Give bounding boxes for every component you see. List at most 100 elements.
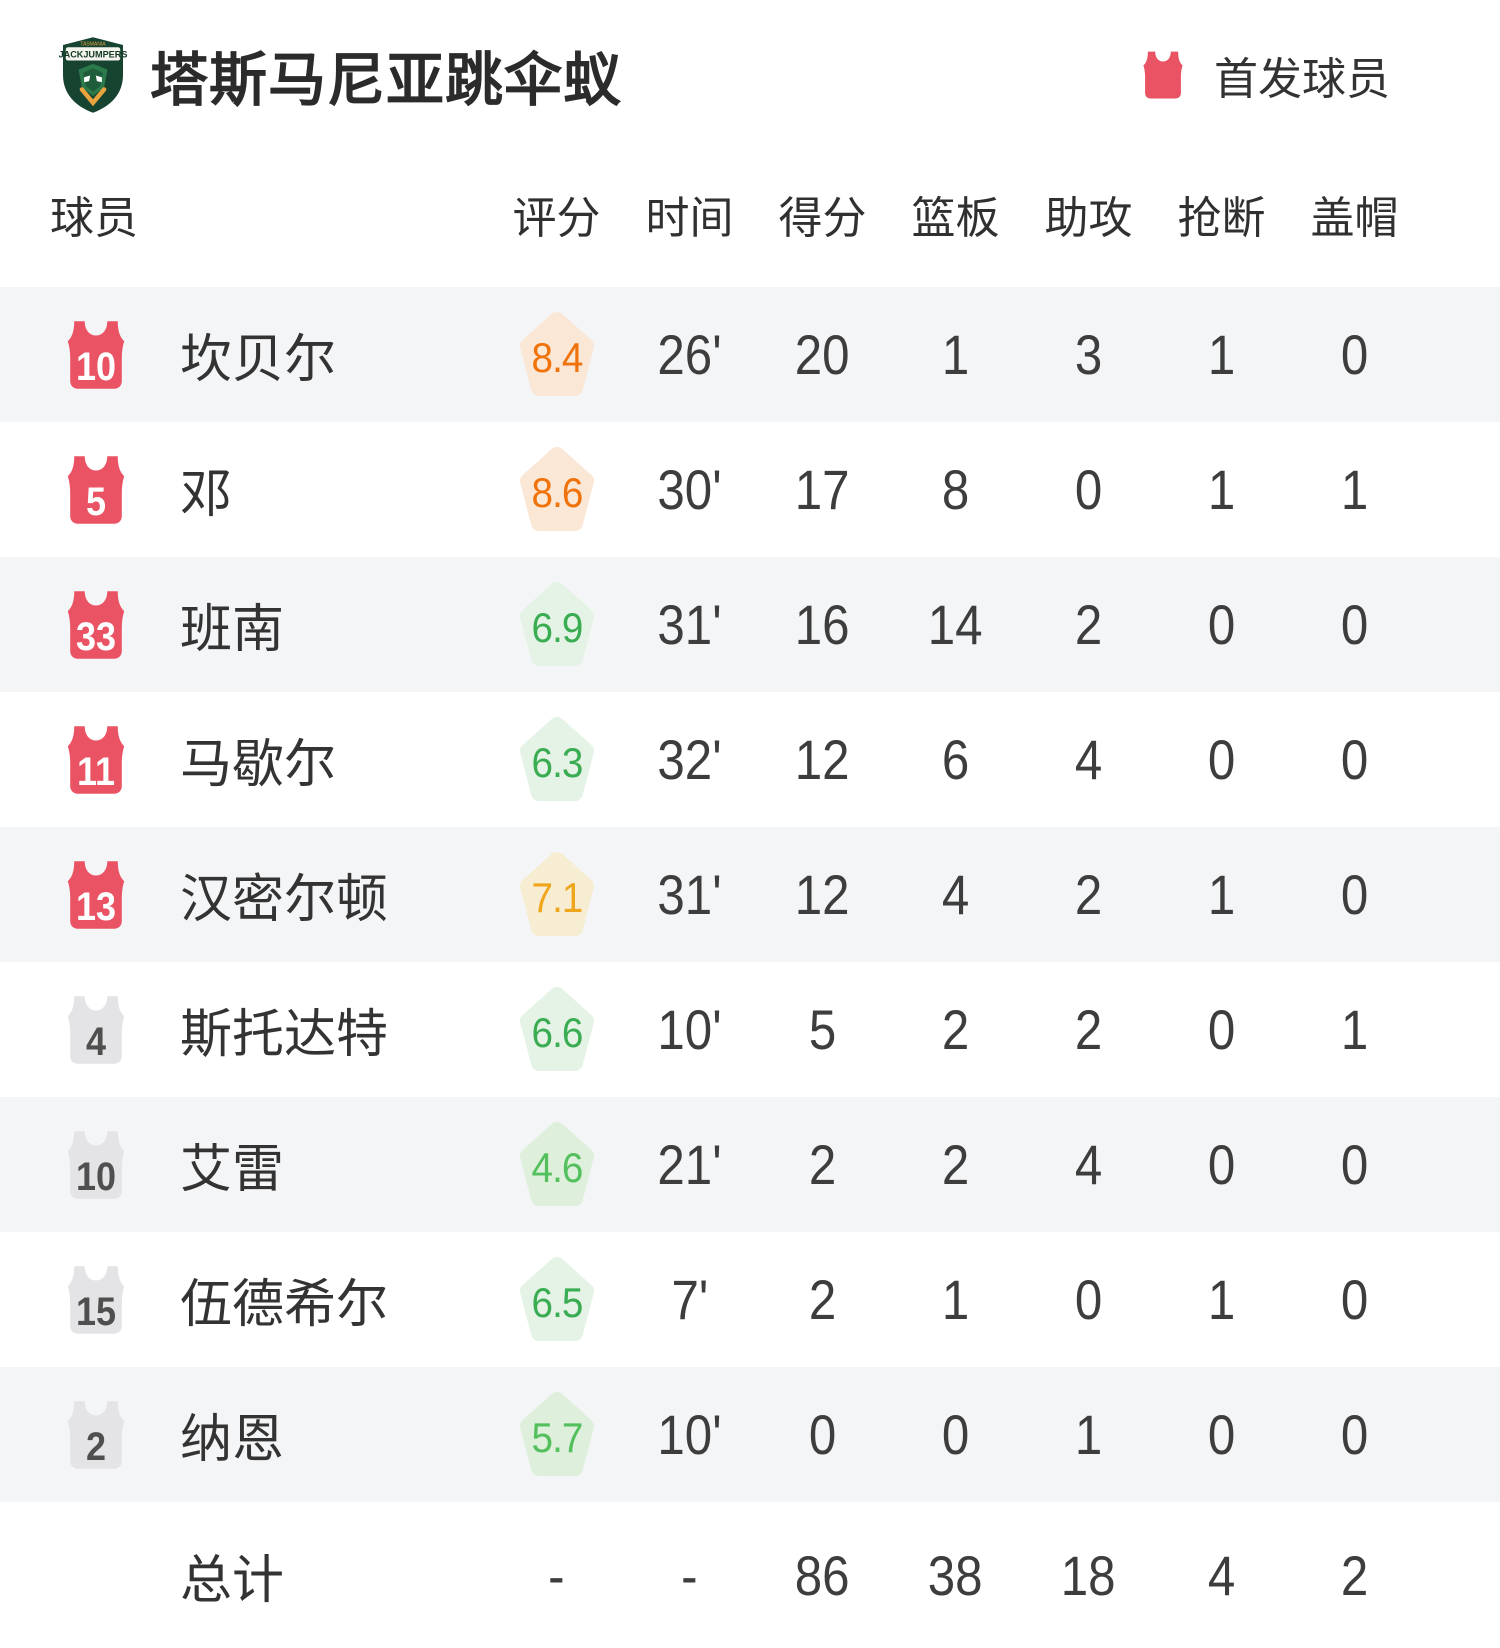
total-rating: - bbox=[548, 1543, 565, 1607]
player-name: 艾雷 bbox=[180, 1141, 285, 1199]
table-row[interactable]: 11 马歇尔 6.3 32' 12 6 4 0 0 bbox=[0, 692, 1500, 827]
jersey-badge: 10 bbox=[63, 318, 129, 392]
table-row[interactable]: 10 艾雷 4.6 21' 2 2 4 0 0 bbox=[0, 1097, 1500, 1232]
stat-steals: 0 bbox=[1207, 728, 1236, 791]
total-points: 86 bbox=[795, 1543, 850, 1607]
rating-value: 6.3 bbox=[531, 738, 583, 786]
jersey-badge: 11 bbox=[63, 723, 129, 797]
table-row[interactable]: 5 邓 8.6 30' 17 8 0 1 1 bbox=[0, 422, 1500, 557]
player-cell: 33 班南 bbox=[50, 587, 490, 662]
table-row[interactable]: 15 伍德希尔 6.5 7' 2 1 0 1 0 bbox=[0, 1232, 1500, 1367]
column-header-steals: 抢断 bbox=[1177, 193, 1266, 243]
rating-cell: 4.6 bbox=[490, 1120, 623, 1210]
rating-cell: 6.3 bbox=[490, 715, 623, 805]
rating-badge: 7.1 bbox=[519, 850, 595, 940]
player-cell: 2 纳恩 bbox=[50, 1397, 490, 1472]
stat-rebounds: 8 bbox=[941, 458, 970, 521]
jersey-badge: 33 bbox=[63, 588, 129, 662]
stat-time: 30' bbox=[657, 458, 722, 521]
team-name: 塔斯马尼亚跳伞蚁 bbox=[150, 48, 623, 113]
column-header-time: 时间 bbox=[645, 193, 734, 243]
table-row[interactable]: 33 班南 6.9 31' 16 14 2 0 0 bbox=[0, 557, 1500, 692]
pentagon-icon bbox=[519, 1391, 594, 1476]
stat-rebounds: 14 bbox=[928, 593, 983, 656]
column-header-blocks: 盖帽 bbox=[1310, 193, 1399, 243]
stat-steals: 1 bbox=[1207, 458, 1236, 521]
stat-time: 21' bbox=[657, 1133, 722, 1196]
rating-badge: 8.4 bbox=[519, 310, 595, 400]
svg-text:TASMANIA: TASMANIA bbox=[80, 42, 106, 48]
table-row[interactable]: 2 纳恩 5.7 10' 0 0 1 0 0 bbox=[0, 1367, 1500, 1502]
jersey-badge: 2 bbox=[63, 1398, 129, 1472]
stat-blocks: 1 bbox=[1340, 998, 1369, 1061]
player-cell: 15 伍德希尔 bbox=[50, 1262, 490, 1337]
stat-time: 7' bbox=[671, 1268, 708, 1331]
stat-steals: 0 bbox=[1207, 1403, 1236, 1466]
rating-cell: 7.1 bbox=[490, 850, 623, 940]
table-row[interactable]: 4 斯托达特 6.6 10' 5 2 2 0 1 bbox=[0, 962, 1500, 1097]
rating-cell: 8.4 bbox=[490, 310, 623, 400]
player-name: 斯托达特 bbox=[180, 1006, 389, 1064]
jersey-number: 10 bbox=[75, 1155, 117, 1200]
stat-assists: 0 bbox=[1074, 1268, 1103, 1331]
total-time: - bbox=[681, 1543, 698, 1607]
stat-points: 16 bbox=[795, 593, 850, 656]
stat-blocks: 0 bbox=[1340, 863, 1369, 926]
stat-points: 2 bbox=[808, 1133, 837, 1196]
jersey-number: 33 bbox=[75, 615, 117, 660]
pentagon-icon bbox=[519, 581, 594, 666]
player-cell: 10 坎贝尔 bbox=[50, 317, 490, 392]
svg-text:JACKJUMPERS: JACKJUMPERS bbox=[59, 50, 128, 60]
total-assists: 18 bbox=[1061, 1543, 1116, 1607]
pentagon-icon bbox=[519, 1121, 594, 1206]
player-name: 马歇尔 bbox=[180, 736, 337, 794]
stat-blocks: 0 bbox=[1340, 323, 1369, 386]
pentagon-icon bbox=[519, 851, 594, 936]
stat-steals: 0 bbox=[1207, 593, 1236, 656]
rating-value: 6.9 bbox=[531, 603, 583, 651]
jersey-number: 5 bbox=[85, 480, 107, 525]
rating-value: 6.6 bbox=[531, 1008, 583, 1056]
starter-jersey-icon bbox=[1143, 51, 1183, 99]
stat-rebounds: 6 bbox=[941, 728, 970, 791]
pentagon-icon bbox=[519, 311, 594, 396]
player-name: 伍德希尔 bbox=[180, 1276, 389, 1334]
rating-cell: 8.6 bbox=[490, 445, 623, 535]
total-rebounds: 38 bbox=[928, 1543, 983, 1607]
rating-cell: 6.9 bbox=[490, 580, 623, 670]
rating-cell: 5.7 bbox=[490, 1390, 623, 1480]
pentagon-icon bbox=[519, 986, 594, 1071]
jersey-badge: 10 bbox=[63, 1128, 129, 1202]
player-cell: 5 邓 bbox=[50, 452, 490, 527]
stat-assists: 2 bbox=[1074, 863, 1103, 926]
stat-rebounds: 2 bbox=[941, 1133, 970, 1196]
totals-row: 总计 - - 86 38 18 4 2 bbox=[0, 1502, 1500, 1648]
player-cell: 11 马歇尔 bbox=[50, 722, 490, 797]
stat-time: 32' bbox=[657, 728, 722, 791]
stat-points: 20 bbox=[795, 323, 850, 386]
stat-points: 17 bbox=[795, 458, 850, 521]
player-cell: 13 汉密尔顿 bbox=[50, 857, 490, 932]
rating-badge: 6.9 bbox=[519, 580, 595, 670]
player-cell: 10 艾雷 bbox=[50, 1127, 490, 1202]
stat-assists: 3 bbox=[1074, 323, 1103, 386]
rating-badge: 6.6 bbox=[519, 985, 595, 1075]
rating-badge: 5.7 bbox=[519, 1390, 595, 1480]
rating-value: 4.6 bbox=[531, 1143, 583, 1191]
rating-value: 7.1 bbox=[531, 873, 583, 921]
starters-legend: 首发球员 bbox=[1140, 43, 1390, 107]
table-row[interactable]: 10 坎贝尔 8.4 26' 20 1 3 1 0 bbox=[0, 287, 1500, 422]
stat-points: 2 bbox=[808, 1268, 837, 1331]
rating-badge: 6.3 bbox=[519, 715, 595, 805]
rating-badge: 8.6 bbox=[519, 445, 595, 535]
jersey-badge: 4 bbox=[63, 993, 129, 1067]
stat-blocks: 0 bbox=[1340, 593, 1369, 656]
jersey-badge: 15 bbox=[63, 1263, 129, 1337]
stat-blocks: 1 bbox=[1340, 458, 1369, 521]
player-rows: 10 坎贝尔 8.4 26' 20 1 3 1 0 5 bbox=[0, 287, 1500, 1502]
stat-time: 26' bbox=[657, 323, 722, 386]
table-row[interactable]: 13 汉密尔顿 7.1 31' 12 4 2 1 0 bbox=[0, 827, 1500, 962]
rating-value: 8.4 bbox=[531, 333, 583, 381]
jersey-number: 11 bbox=[76, 750, 116, 795]
rating-badge: 6.5 bbox=[519, 1255, 595, 1345]
